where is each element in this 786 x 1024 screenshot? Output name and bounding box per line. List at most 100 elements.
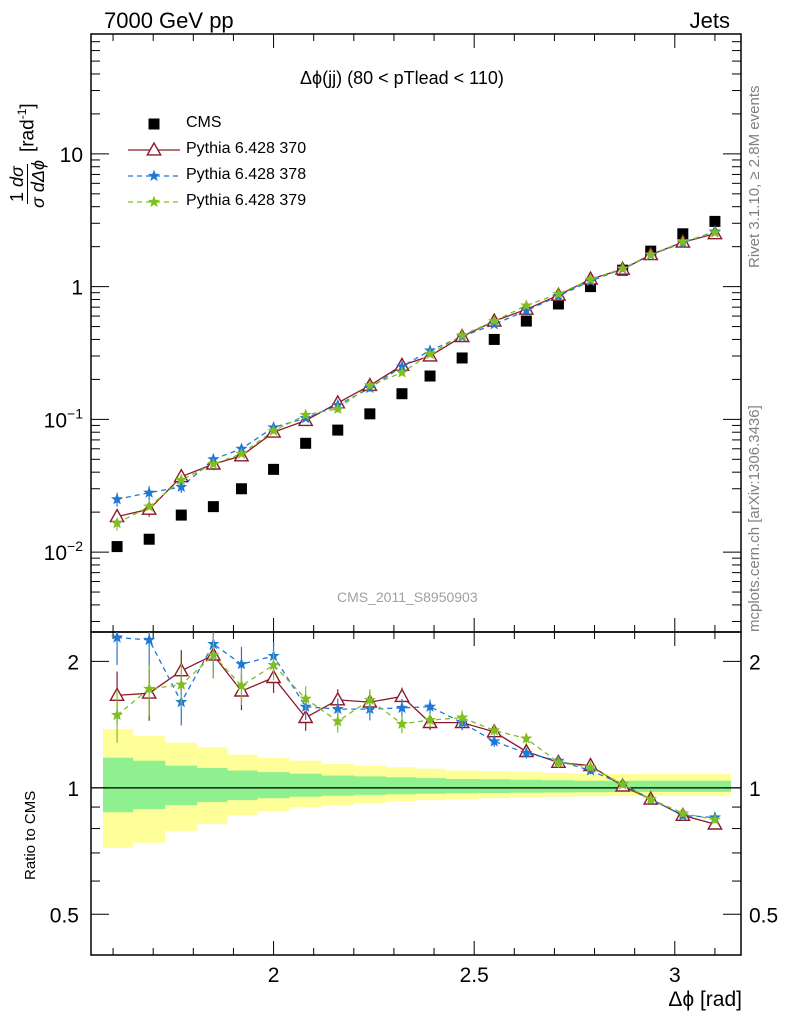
ratio-band-inner (103, 757, 731, 813)
x-axis-label: Δϕ [rad] (668, 988, 742, 1011)
ratio-point-2 (616, 777, 629, 790)
ylabel-numerator: 1 dσ (6, 164, 28, 204)
ratio-point-2 (235, 679, 248, 691)
ratio-point-1 (235, 657, 248, 670)
x-tick-label: 2.5 (460, 964, 489, 987)
main-point-0 (552, 298, 564, 310)
main-point-0 (520, 315, 532, 327)
rivet-version-text: Rivet 3.1.10, ≥ 2.8M events (746, 85, 763, 269)
ratio-point-2 (110, 708, 124, 721)
main-point-3 (520, 299, 533, 311)
ratio-point-2 (395, 717, 409, 729)
ratio-point-2 (423, 713, 437, 726)
main-point-0 (143, 533, 155, 545)
main-y-axis-label: 1 dσ σ dΔϕ [rad-1] (2, 10, 52, 210)
main-point-2 (299, 411, 312, 424)
header-left-text: 7000 GeV pp (104, 8, 234, 33)
main-point-0 (235, 483, 247, 495)
ylabel-denominator: σ dΔϕ (27, 160, 48, 208)
main-point-3 (423, 347, 437, 360)
legend-marker-1 (147, 169, 161, 182)
main-point-3 (488, 314, 501, 327)
main-point-0 (111, 541, 123, 553)
mcplots-reference-text: mcplots.cern.ch [arXiv:1306.3436] (746, 405, 763, 632)
ratio-frame (90, 631, 742, 956)
main-y-tick-label: 1 (71, 277, 83, 300)
main-point-3 (363, 379, 376, 391)
main-point-3 (143, 500, 156, 512)
main-point-3 (299, 408, 312, 421)
legend-label-p378: Pythia 6.428 378 (186, 166, 307, 183)
main-panel: 10−2 10−1 1 10 (44, 33, 742, 633)
main-point-0 (396, 388, 408, 400)
main-point-3 (644, 248, 657, 260)
ylabel-fraction: 1 dσ σ dΔϕ (6, 158, 48, 210)
ratio-point-2 (363, 693, 376, 705)
main-point-0 (424, 370, 436, 382)
main-point-3 (267, 424, 280, 436)
main-point-2 (110, 492, 124, 505)
ratio-point-1 (143, 633, 156, 646)
main-point-3 (584, 273, 597, 285)
main-y-tick-label: 10−2 (44, 538, 84, 565)
ratio-series-line-1 (117, 636, 715, 819)
ratio-y-tick-label-right: 0.5 (749, 904, 778, 927)
ratio-y-tick-label: 0.5 (50, 904, 79, 927)
main-point-0 (585, 281, 597, 293)
ratio-point-2 (708, 813, 722, 825)
ratio-point-2 (552, 756, 565, 768)
ratio-point-1 (488, 735, 501, 747)
main-point-2 (520, 304, 533, 316)
main-point-3 (175, 473, 188, 485)
ratio-point-1 (110, 632, 124, 643)
ratio-point-2 (488, 724, 501, 736)
main-point-0 (677, 228, 689, 240)
ratio-point-2 (331, 714, 344, 727)
main-point-0 (207, 501, 219, 513)
main-point-3 (456, 328, 469, 341)
ratio-y-axis-label: Ratio to CMS (22, 790, 39, 880)
main-point-2 (488, 317, 501, 330)
main-point-3 (331, 402, 344, 415)
main-point-0 (268, 463, 280, 475)
main-point-3 (395, 366, 409, 378)
main-point-0 (332, 424, 344, 436)
x-tick-label: 3 (669, 964, 681, 987)
ratio-y-tick-label: 1 (67, 778, 79, 801)
main-y-tick-label: 10 (60, 144, 83, 167)
main-title: Δϕ(jj) (80 < pTlead < 110) (300, 68, 504, 88)
ratio-point-2 (175, 678, 188, 690)
main-point-3 (207, 457, 220, 470)
main-point-3 (110, 516, 124, 529)
ylabel-unit: [rad-1] (14, 103, 39, 153)
ratio-panel: 0.5 0.5 1 1 2 2 2 2.5 3 (50, 631, 778, 987)
ratio-point-1 (520, 746, 533, 759)
ratio-y-tick-label-right: 2 (749, 651, 761, 674)
ratio-point-2 (456, 711, 469, 723)
ratio-series-group (109, 632, 723, 830)
legend-marker-0 (146, 141, 162, 156)
main-point-3 (708, 226, 722, 238)
main-point-0 (488, 333, 500, 345)
ratio-y-tick-label-right: 1 (749, 778, 761, 801)
analysis-watermark: CMS_2011_S8950903 (337, 589, 478, 605)
main-point-3 (235, 447, 248, 460)
main-y-tick-label: 10−1 (44, 405, 84, 432)
ratio-y-tick-label: 2 (67, 651, 79, 674)
ratio-point-2 (143, 682, 156, 695)
main-series-line-0 (116, 233, 716, 518)
main-point-0 (456, 352, 468, 364)
main-point-2 (175, 480, 188, 492)
x-tick-label: 2 (268, 964, 280, 987)
main-point-3 (616, 262, 629, 274)
ratio-point-2 (299, 692, 312, 704)
legend-label-cms: CMS (186, 114, 222, 131)
legend-marker-cms (148, 118, 160, 130)
legend-label-p370: Pythia 6.428 370 (186, 140, 307, 157)
main-point-0 (709, 215, 721, 227)
main-point-3 (552, 287, 565, 300)
main-point-3 (676, 235, 689, 247)
header-right-text: Jets (689, 8, 730, 33)
ratio-point-2 (676, 806, 689, 819)
